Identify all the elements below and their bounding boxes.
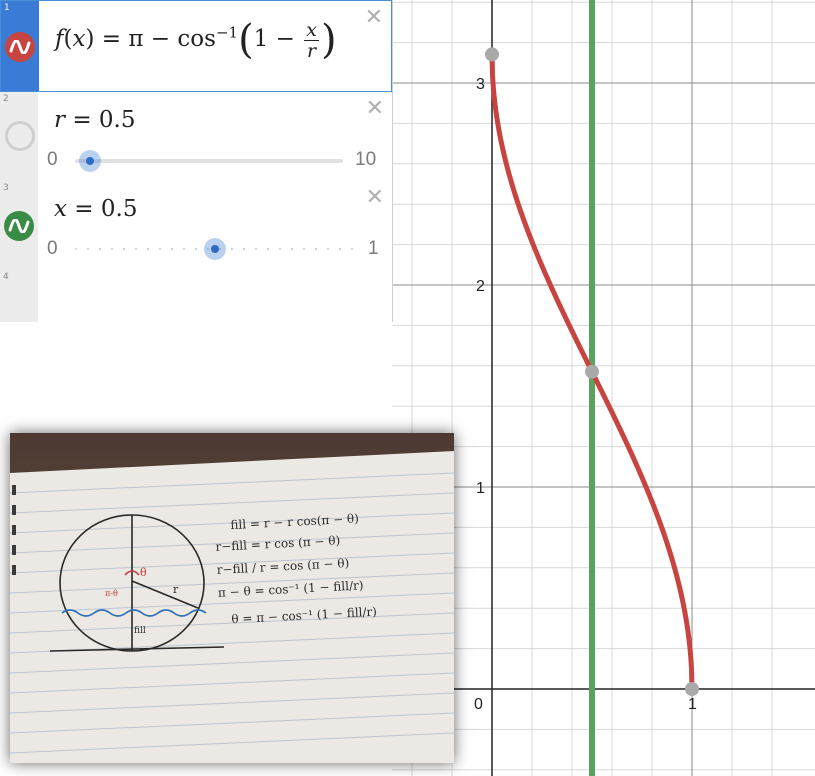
x-tick-label: 1: [688, 696, 697, 713]
slider-max[interactable]: 10: [355, 149, 377, 170]
y-tick-label: 2: [476, 278, 485, 295]
expression-row-empty[interactable]: 4: [0, 270, 392, 322]
notebook-photo: θ π-θ r fill fill = r − r cos(π − θ) r−f…: [10, 433, 454, 763]
x-tick-label: 0: [474, 696, 483, 713]
slider-track[interactable]: [75, 159, 343, 163]
function-formula[interactable]: f(x) = π − cos−1(1 − x r): [55, 17, 337, 63]
annotation-fill: fill: [134, 626, 146, 636]
slider-max[interactable]: 1: [368, 238, 379, 259]
annotation-r: r: [173, 583, 179, 596]
wave-icon[interactable]: [5, 32, 35, 62]
y-tick-label: 1: [476, 480, 485, 497]
expression-row-function[interactable]: 1 f(x) = π − cos−1(1 − x r) ✕: [0, 0, 392, 92]
hand-drawn-circle-diagram: [49, 514, 225, 652]
curve-point[interactable]: [685, 682, 699, 696]
equation-line: r−fill = r cos (π − θ): [215, 533, 340, 554]
row-index: 1: [4, 3, 10, 13]
variable-definition[interactable]: r = 0.5: [54, 107, 136, 133]
axes: [392, 0, 815, 776]
minor-gridlines: [392, 0, 815, 776]
curve-point[interactable]: [585, 364, 599, 379]
variable-definition[interactable]: x = 0.5: [54, 196, 138, 222]
row-gutter: 1: [1, 1, 39, 91]
y-tick-label: 3: [476, 76, 485, 93]
row-index: 4: [3, 272, 9, 282]
row-gutter: 4: [0, 270, 38, 322]
delete-expression-button[interactable]: ✕: [364, 5, 383, 30]
row-gutter: 3: [0, 181, 38, 270]
wave-icon[interactable]: [4, 211, 34, 241]
expression-row-x-slider[interactable]: 3 x = 0.5 0 1 ✕: [0, 181, 392, 271]
delete-expression-button[interactable]: ✕: [365, 185, 384, 210]
tick-labels: 0 1 1 2 3: [474, 76, 697, 713]
expression-row-r-slider[interactable]: 2 r = 0.5 0 10 ✕: [0, 92, 392, 182]
major-gridlines: [392, 0, 815, 776]
curve-points[interactable]: [485, 47, 699, 696]
row-index: 3: [3, 183, 9, 193]
slider-thumb[interactable]: [204, 238, 226, 260]
hidden-circle-icon[interactable]: [5, 121, 35, 151]
slider-min[interactable]: 0: [47, 149, 58, 170]
row-index: 2: [3, 94, 9, 104]
delete-expression-button[interactable]: ✕: [365, 96, 384, 121]
row-gutter: 2: [0, 92, 38, 181]
annotation-theta: θ: [140, 566, 147, 579]
annotation-pi-theta: π-θ: [105, 589, 118, 598]
slider-thumb[interactable]: [79, 150, 102, 172]
expression-list: 1 f(x) = π − cos−1(1 − x r) ✕ 2 r = 0.5 0…: [0, 0, 393, 322]
equation-line: r−fill / r = cos (π − θ): [216, 556, 349, 577]
curve-point[interactable]: [485, 47, 499, 62]
equation-line: fill = r − r cos(π − θ): [230, 511, 359, 532]
slider-min[interactable]: 0: [47, 238, 58, 259]
